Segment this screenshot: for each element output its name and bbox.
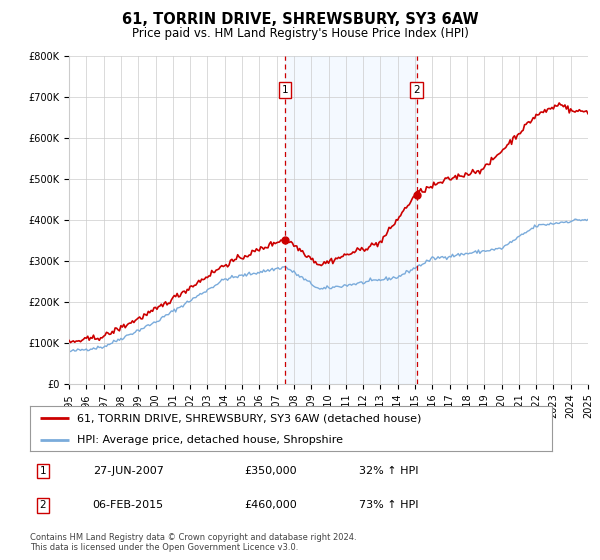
Text: £460,000: £460,000 [244, 501, 297, 510]
Text: 27-JUN-2007: 27-JUN-2007 [92, 466, 164, 476]
Text: 06-FEB-2015: 06-FEB-2015 [92, 501, 164, 510]
Text: Contains HM Land Registry data © Crown copyright and database right 2024.: Contains HM Land Registry data © Crown c… [30, 533, 356, 542]
Text: 2: 2 [413, 85, 420, 95]
Bar [285, 56, 416, 384]
Text: Price paid vs. HM Land Registry's House Price Index (HPI): Price paid vs. HM Land Registry's House … [131, 27, 469, 40]
Text: 2: 2 [40, 501, 46, 510]
Text: 1: 1 [282, 85, 289, 95]
Text: 1: 1 [40, 466, 46, 476]
Text: 61, TORRIN DRIVE, SHREWSBURY, SY3 6AW: 61, TORRIN DRIVE, SHREWSBURY, SY3 6AW [122, 12, 478, 27]
Text: 73% ↑ HPI: 73% ↑ HPI [359, 501, 418, 510]
Text: 32% ↑ HPI: 32% ↑ HPI [359, 466, 418, 476]
Text: £350,000: £350,000 [244, 466, 296, 476]
Text: 61, TORRIN DRIVE, SHREWSBURY, SY3 6AW (detached house): 61, TORRIN DRIVE, SHREWSBURY, SY3 6AW (d… [77, 413, 421, 423]
Text: HPI: Average price, detached house, Shropshire: HPI: Average price, detached house, Shro… [77, 435, 343, 445]
Text: This data is licensed under the Open Government Licence v3.0.: This data is licensed under the Open Gov… [30, 543, 298, 552]
